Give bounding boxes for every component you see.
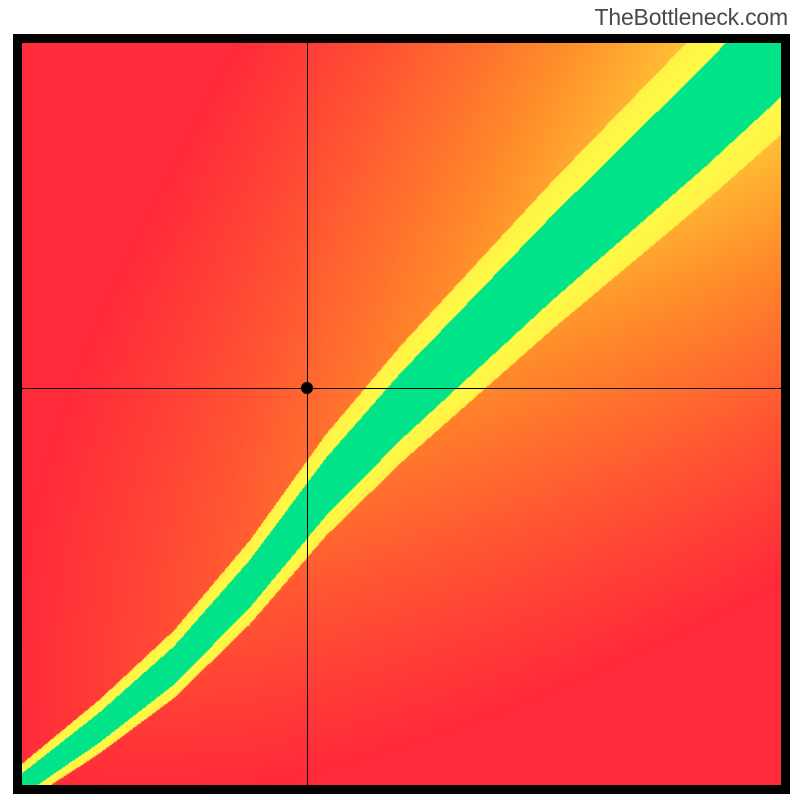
crosshair-vertical: [307, 43, 308, 785]
chart-container: TheBottleneck.com: [0, 0, 800, 800]
crosshair-horizontal: [22, 388, 781, 389]
bottleneck-heatmap: [22, 43, 781, 785]
selection-marker[interactable]: [301, 382, 313, 394]
attribution-text: TheBottleneck.com: [595, 4, 788, 31]
